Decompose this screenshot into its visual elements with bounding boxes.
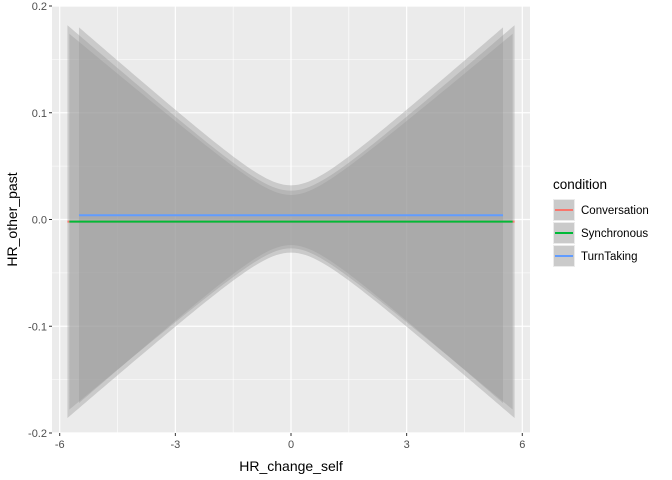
legend-label: Conversation xyxy=(581,205,649,217)
legend: condition Conversation Synchronous TurnTak… xyxy=(553,177,649,267)
x-tick-label: 6 xyxy=(519,439,525,451)
y-tick-label: 0.1 xyxy=(32,108,47,120)
y-tick-label: -0.2 xyxy=(28,428,47,440)
legend-label: Synchronous xyxy=(581,228,648,240)
y-tick-label: -0.1 xyxy=(28,321,47,333)
x-axis-title: HR_change_self xyxy=(239,458,343,474)
series-lines xyxy=(67,214,515,223)
x-axis: -6 -3 0 3 6 xyxy=(55,433,525,451)
x-tick-label: 3 xyxy=(404,439,410,451)
x-tick-label: -3 xyxy=(170,439,180,451)
y-tick-label: 0.2 xyxy=(32,1,47,13)
legend-label: TurnTaking xyxy=(581,251,637,263)
x-tick-label: 0 xyxy=(288,439,294,451)
y-axis-title: HR_other_past xyxy=(4,172,20,266)
x-tick-label: -6 xyxy=(55,439,65,451)
y-tick-label: 0.0 xyxy=(32,215,47,227)
legend-key-conversation xyxy=(553,199,575,221)
y-axis: -0.2 -0.1 0.0 0.1 0.2 xyxy=(28,1,52,440)
legend-key-turntaking xyxy=(553,245,575,267)
legend-title: condition xyxy=(553,177,607,192)
legend-key-synchronous xyxy=(553,222,575,244)
